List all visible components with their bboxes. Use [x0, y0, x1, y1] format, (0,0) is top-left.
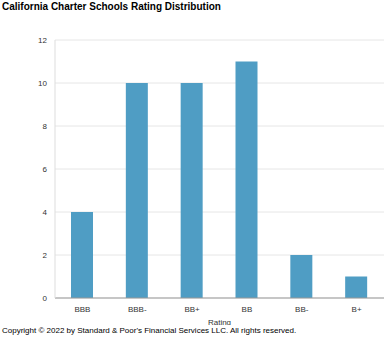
svg-text:BB-: BB- — [295, 305, 309, 314]
svg-text:12: 12 — [38, 36, 47, 45]
svg-text:BB+: BB+ — [184, 305, 200, 314]
svg-text:B+: B+ — [352, 305, 362, 314]
svg-text:Rating: Rating — [208, 318, 231, 325]
svg-text:BBB: BBB — [74, 305, 90, 314]
svg-text:2: 2 — [43, 251, 48, 260]
html-text:Copyright © 2022 by Standard &: Copyright © 2022 by Standard & Poor's Fi… — [2, 326, 297, 335]
svg-text:0: 0 — [43, 294, 48, 303]
svg-text:10: 10 — [38, 79, 47, 88]
svg-text:4: 4 — [43, 208, 48, 217]
svg-text:BB: BB — [242, 305, 253, 314]
svg-text:6: 6 — [43, 165, 48, 174]
svg-text:8: 8 — [43, 122, 48, 131]
html-text:California Charter Schools Rat: California Charter Schools Rating Distri… — [2, 1, 221, 12]
svg-text:BBB-: BBB- — [128, 305, 147, 314]
